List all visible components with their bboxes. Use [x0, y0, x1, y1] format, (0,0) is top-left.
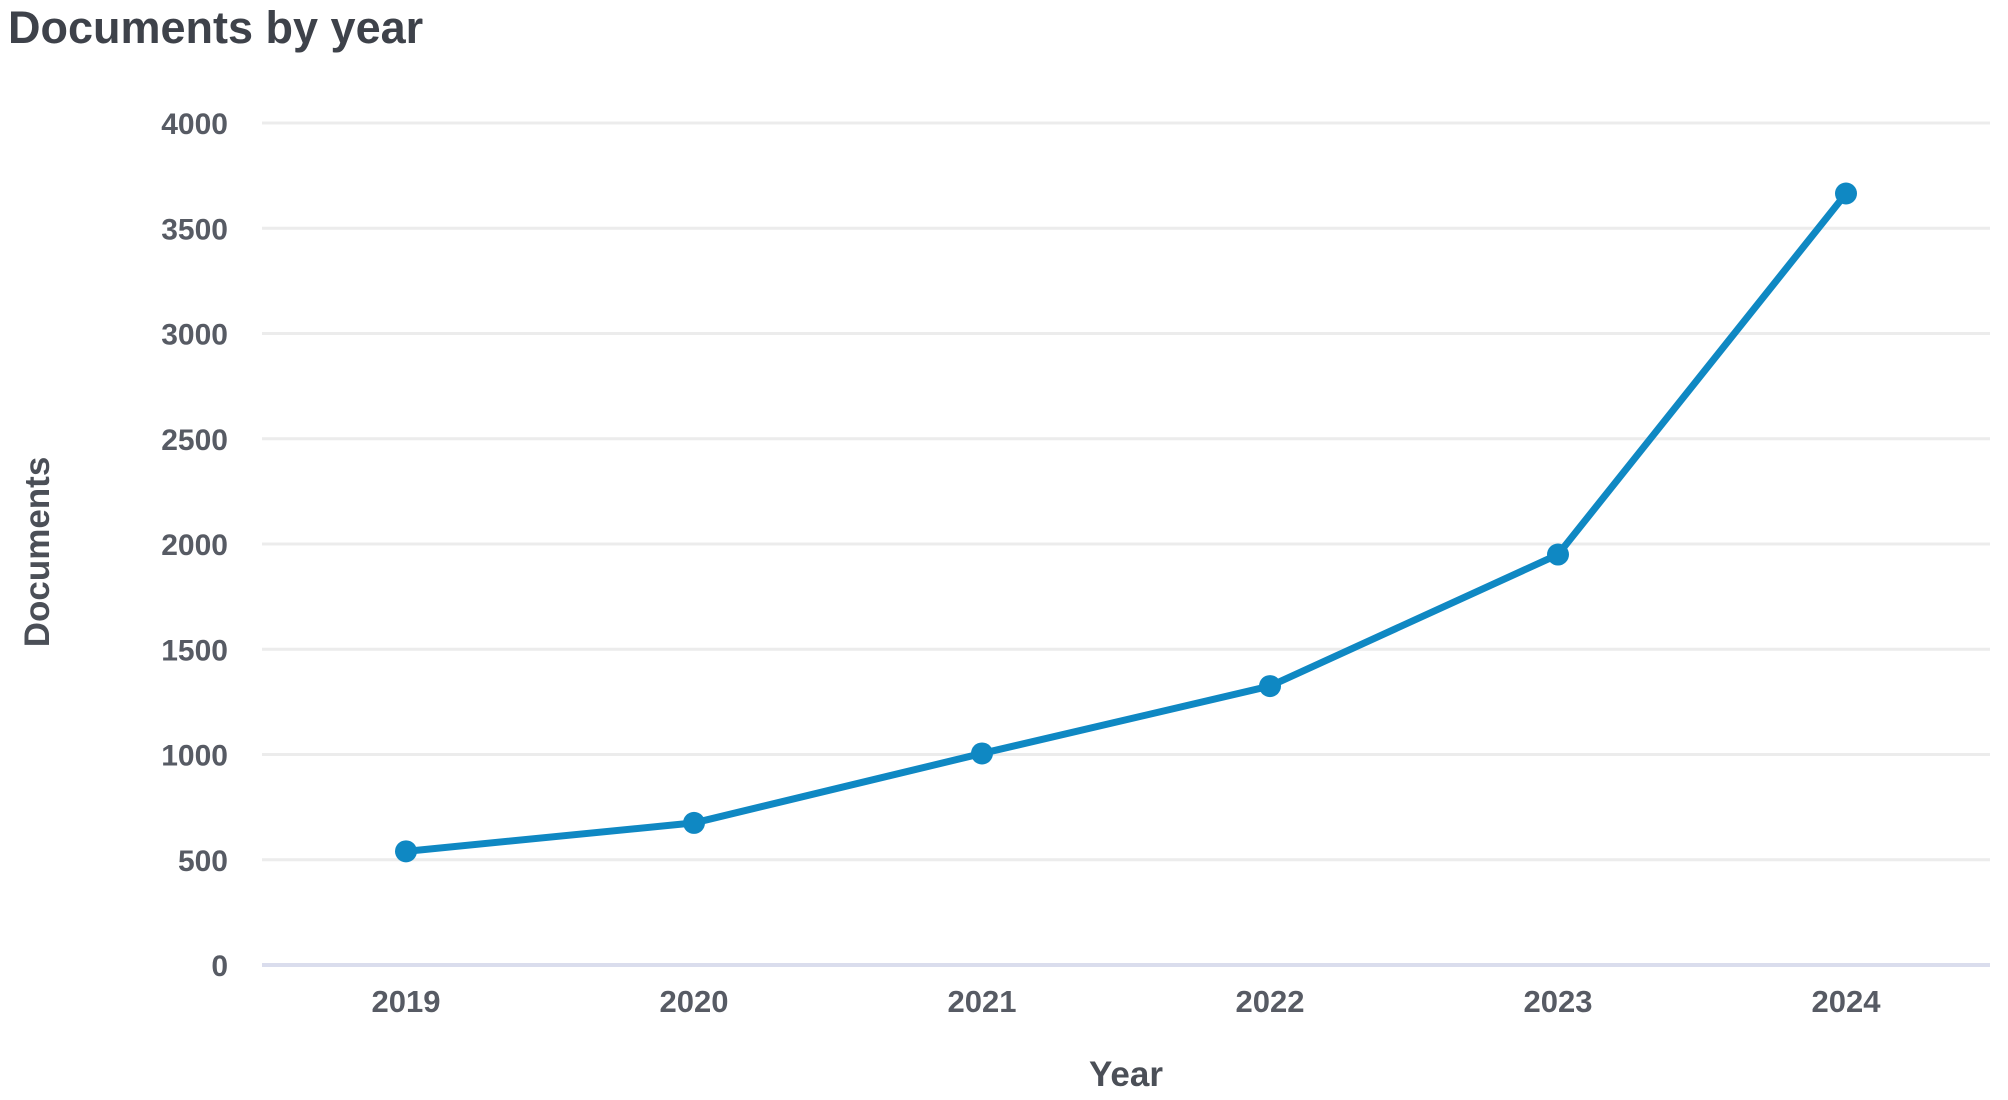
x-tick-label: 2021 — [948, 984, 1017, 1019]
y-tick-label: 4000 — [161, 108, 228, 141]
x-tick-label: 2020 — [660, 984, 729, 1019]
y-tick-label: 1000 — [161, 740, 228, 773]
data-point[interactable] — [1547, 543, 1569, 566]
x-axis-title: Year — [1089, 1055, 1163, 1094]
chart-title: Documents by year — [8, 2, 424, 53]
data-point[interactable] — [1259, 675, 1281, 698]
data-point[interactable] — [1835, 182, 1857, 205]
series-line — [402, 190, 1850, 855]
data-point[interactable] — [971, 742, 993, 765]
data-point[interactable] — [683, 811, 705, 834]
y-tick-label: 2500 — [161, 424, 228, 457]
y-tick-label: 0 — [211, 950, 228, 983]
x-tick-label: 2019 — [372, 984, 441, 1019]
y-tick-label: 1500 — [161, 634, 228, 667]
x-tick-label: 2023 — [1524, 984, 1593, 1019]
y-tick-label: 3000 — [161, 319, 228, 352]
y-tick-label: 500 — [178, 845, 228, 878]
y-tick-label: 3500 — [161, 213, 228, 246]
x-tick-label: 2022 — [1236, 984, 1305, 1019]
x-tick-label: 2024 — [1812, 984, 1882, 1019]
data-point[interactable] — [395, 840, 417, 863]
y-tick-label: 2000 — [161, 529, 228, 562]
